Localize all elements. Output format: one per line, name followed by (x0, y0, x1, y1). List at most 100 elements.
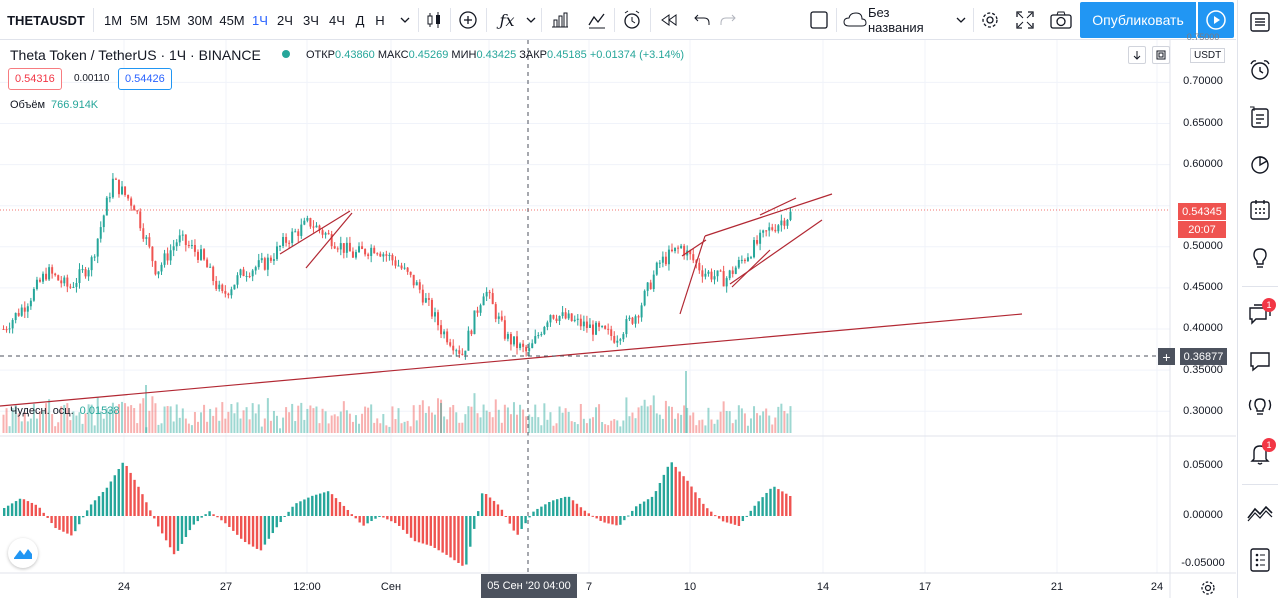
candles-chart-type-icon[interactable] (422, 0, 446, 40)
candle-body (370, 247, 373, 256)
oscillator-legend[interactable]: Чудесн. осц. 0.01538 (10, 405, 119, 417)
oscillator-bar (105, 487, 109, 516)
volume-bar (139, 403, 142, 433)
watchlist-icon[interactable] (1242, 4, 1278, 40)
indicators-dropdown-icon[interactable] (522, 0, 540, 40)
volume-bar (619, 426, 622, 433)
streams-icon[interactable] (1242, 389, 1278, 425)
select-layout-icon[interactable] (806, 0, 832, 40)
volume-bar (251, 403, 254, 433)
candle-body (14, 312, 17, 321)
oscillator-bar (753, 505, 756, 516)
oscillator-bar (46, 516, 49, 518)
candle-body (576, 318, 579, 320)
candle-body (543, 327, 546, 335)
alarm-clock-icon[interactable] (1242, 52, 1278, 88)
axis-settings-gear-icon[interactable] (1198, 578, 1218, 598)
interval-button[interactable]: 3Ч (303, 12, 319, 28)
candle-body (242, 269, 245, 277)
candle-body (555, 318, 558, 321)
notifications-icon[interactable]: 1 (1242, 436, 1278, 472)
tradingview-logo-icon[interactable] (8, 538, 38, 568)
volume-bar (585, 423, 588, 433)
candle-body (485, 291, 488, 297)
volume-bar (707, 407, 710, 433)
candle-body (124, 186, 127, 195)
interval-button[interactable]: 15М (155, 12, 181, 28)
interval-button[interactable]: 30М (187, 12, 213, 28)
private-chat-icon[interactable] (1242, 343, 1278, 379)
camera-icon[interactable] (1048, 0, 1074, 40)
oscillator-bar (544, 504, 547, 516)
calendar-icon[interactable] (1242, 192, 1278, 228)
fullscreen-icon[interactable] (1013, 0, 1037, 40)
candle-body (297, 231, 300, 236)
volume-bar (233, 413, 236, 433)
candle-body (412, 274, 415, 286)
dom-icon[interactable] (1242, 542, 1278, 578)
oscillator-bar (729, 516, 733, 524)
interval-button[interactable]: 2Ч (277, 12, 293, 28)
candle-body (476, 310, 479, 313)
interval-button[interactable]: 4Ч (329, 12, 345, 28)
publish-button[interactable]: Опубликовать (1080, 2, 1196, 38)
interval-button[interactable]: 5М (129, 12, 149, 28)
volume-bar (148, 410, 151, 433)
candle-body (218, 284, 221, 289)
symbol-search-button[interactable]: THETAUSDT (7, 12, 85, 28)
chart-canvas[interactable] (0, 40, 1236, 598)
move-down-icon[interactable] (1128, 46, 1146, 64)
candle-body (470, 330, 473, 335)
add-compare-icon[interactable] (455, 0, 481, 40)
oscillator-bar (785, 493, 788, 516)
candle-body (48, 267, 51, 280)
interval-button[interactable]: 45М (219, 12, 245, 28)
oscillator-bar (251, 516, 255, 547)
candle-body (391, 254, 394, 261)
oscillator-bar (255, 516, 259, 549)
volume-bar (780, 403, 783, 433)
interval-dropdown-icon[interactable] (394, 0, 416, 40)
volume-bar (145, 427, 148, 433)
candle-body (72, 286, 75, 288)
volume-bar (212, 415, 215, 433)
oscillator-bar (279, 516, 282, 523)
financials-icon[interactable] (547, 0, 573, 40)
play-icon[interactable] (1198, 2, 1234, 38)
candle-body (263, 258, 266, 270)
volume-bar (108, 409, 111, 433)
interval-button[interactable]: 1Ч (252, 12, 268, 28)
ideas-icon[interactable] (1242, 240, 1278, 276)
oscillator-bar (172, 516, 176, 555)
volume-bar (628, 416, 631, 433)
maximize-pane-icon[interactable] (1152, 46, 1170, 64)
volume-bar (759, 415, 762, 433)
replay-icon[interactable] (656, 0, 682, 40)
volume-bar (51, 414, 54, 433)
interval-button[interactable]: Д (355, 12, 365, 28)
hotlist-icon[interactable] (1242, 146, 1278, 182)
chat-icon[interactable]: 1 (1242, 296, 1278, 332)
trendline-drawings (0, 193, 1023, 407)
settings-gear-icon[interactable] (978, 0, 1002, 40)
data-window-icon[interactable] (1242, 99, 1278, 135)
interval-button[interactable]: 1М (103, 12, 123, 28)
redo-icon[interactable] (716, 0, 740, 40)
oscillator-bar (702, 503, 705, 516)
add-alert-plus-icon[interactable]: + (1158, 348, 1175, 365)
candle-body (376, 253, 379, 255)
interval-button[interactable]: Н (375, 12, 385, 28)
candle-body (385, 254, 388, 256)
layout-name[interactable]: Без названия (868, 5, 924, 35)
layout-dropdown-icon[interactable] (952, 0, 970, 40)
order-panel-icon[interactable] (1242, 494, 1278, 530)
volume-bar (443, 416, 446, 433)
currency-label[interactable]: USDT (1190, 48, 1226, 63)
templates-icon[interactable] (584, 0, 610, 40)
fx-icon[interactable]: ƒx (499, 10, 515, 30)
volume-bar (525, 416, 528, 433)
volume-bar (640, 405, 643, 433)
undo-icon[interactable] (690, 0, 714, 40)
candle-body (540, 334, 543, 336)
alert-icon[interactable] (619, 0, 645, 40)
